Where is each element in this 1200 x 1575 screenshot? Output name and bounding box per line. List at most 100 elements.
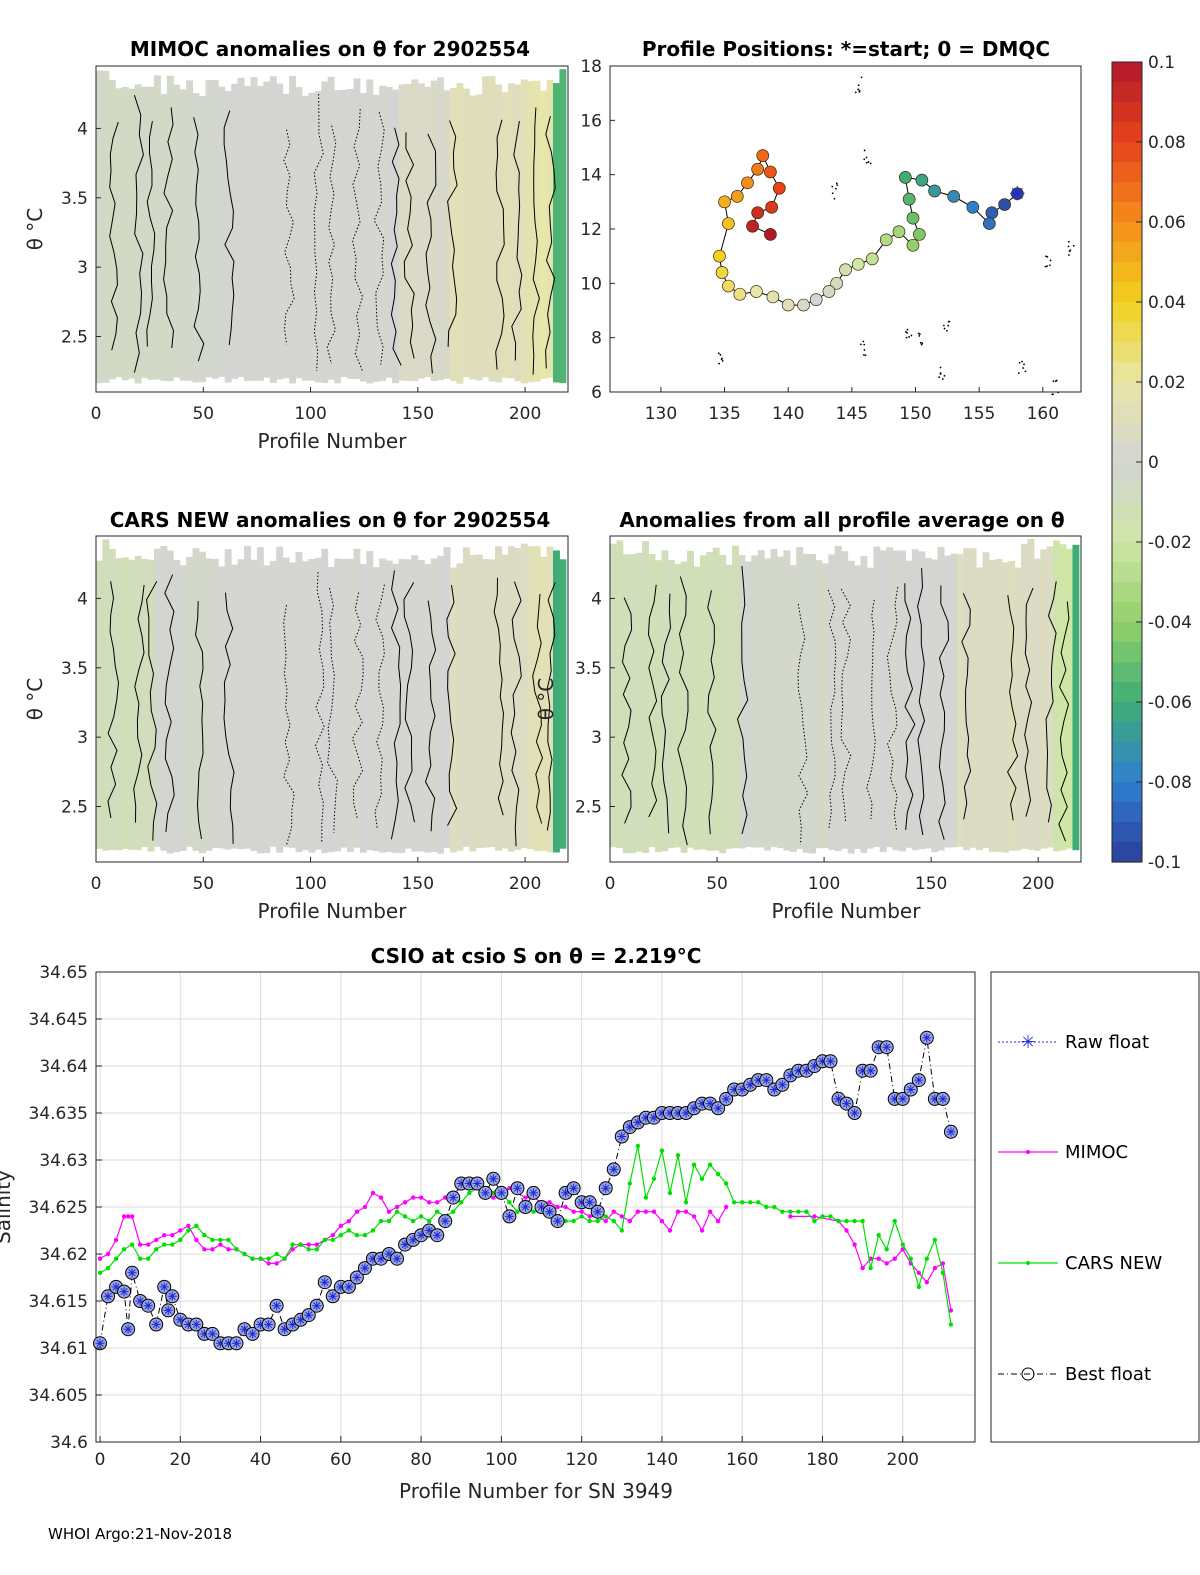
x-tick-label: 130 [645, 404, 677, 424]
background-dot [1052, 380, 1055, 383]
heatmap-column [854, 565, 861, 849]
heatmap-column [269, 76, 277, 383]
raw-float-point [288, 1320, 298, 1329]
colorbar-tick-label: 0.1 [1148, 53, 1175, 73]
raw-float-point [408, 1235, 418, 1245]
contour-line [425, 133, 437, 374]
heatmap-column [488, 559, 496, 848]
background-dot [1021, 360, 1024, 363]
cars-new-point [162, 1242, 167, 1247]
raw-float-point [721, 1094, 731, 1104]
heatmap-column [905, 560, 913, 848]
heatmap-column [353, 548, 361, 848]
raw-float-point [553, 1216, 563, 1226]
x-tick-label: 100 [294, 874, 326, 894]
track-point [751, 206, 765, 220]
raw-float-point [577, 1197, 587, 1207]
cars-new-point [756, 1200, 761, 1205]
track-point [764, 228, 777, 241]
heatmap-column [289, 75, 297, 384]
raw-float-point [537, 1202, 547, 1212]
colorbar-tick-label: 0.06 [1148, 213, 1186, 233]
background-dot [863, 343, 866, 346]
colorbar-block [1112, 222, 1142, 243]
heatmap-column [411, 79, 419, 382]
heatmap-column [821, 563, 829, 849]
cars-new-point [330, 1237, 336, 1243]
cars-new-point [250, 1256, 255, 1261]
cars-new-point [772, 1204, 777, 1210]
heatmap-column [456, 563, 464, 851]
mimoc-point [266, 1261, 271, 1266]
cars-new-point [723, 1181, 729, 1186]
cars-new-point [298, 1242, 303, 1247]
heatmap-column [250, 77, 258, 381]
raw-float-point [328, 1291, 338, 1301]
contour-line [660, 593, 672, 834]
cars-new-point [314, 1247, 319, 1252]
background-dot [947, 320, 950, 323]
cars-new-point [764, 1204, 769, 1210]
heatmap-column [527, 81, 535, 383]
heatmap-column [198, 96, 206, 383]
raw-float-point [95, 1338, 105, 1348]
raw-float-point [127, 1268, 137, 1278]
mimoc-point [860, 1265, 865, 1271]
heatmap-column [269, 560, 277, 847]
heatmap-column [321, 548, 329, 854]
heatmap-column [173, 559, 181, 853]
raw-float-point [681, 1108, 691, 1118]
raw-float-point [199, 1329, 209, 1339]
colorbar-block [1112, 342, 1142, 363]
heatmap-column [719, 554, 727, 854]
heatmap-column [231, 83, 239, 379]
heatmap-column [635, 552, 643, 852]
mimoc-point [442, 1195, 448, 1200]
y-tick-label: 34.605 [29, 1386, 88, 1406]
heatmap-column [527, 546, 535, 850]
cars-ticks: 0 50 100 150 200 2.5 3 3.5 4 [61, 589, 541, 894]
cars-new-point [683, 1200, 689, 1205]
colorbar-block [1112, 462, 1142, 483]
contour-line [327, 587, 338, 833]
raw-float-point [215, 1338, 225, 1348]
contour-line [917, 568, 926, 836]
heatmap-column [437, 77, 445, 381]
contour-line [707, 590, 717, 835]
contour-line [164, 574, 175, 833]
colorbar-block [1112, 782, 1142, 803]
raw-float-point [890, 1094, 900, 1104]
contour-line [133, 95, 144, 373]
contour-line [797, 603, 809, 845]
heatmap-column [495, 546, 502, 851]
colorbar-block [1112, 302, 1142, 323]
mimoc-point [691, 1214, 697, 1219]
raw-float-point [689, 1103, 699, 1113]
cars-new-point [804, 1209, 809, 1214]
heatmap-column [211, 79, 219, 379]
allavg-xlabel: Profile Number [772, 899, 922, 923]
heatmap-column [495, 84, 502, 383]
heatmap-column [699, 555, 707, 850]
heatmap-column [834, 545, 842, 852]
raw-float-point [866, 1066, 876, 1076]
raw-float-point [163, 1305, 173, 1315]
cars-new-point [691, 1162, 697, 1167]
contour-line [193, 117, 205, 362]
mimoc-point [218, 1242, 223, 1247]
mimoc-point [354, 1209, 360, 1214]
cars-new-point [932, 1237, 938, 1243]
raw-float-point [914, 1075, 924, 1085]
heatmap-column [385, 87, 393, 378]
contour-line [545, 116, 556, 369]
raw-float-point [858, 1066, 868, 1076]
track-point [906, 211, 920, 225]
mimoc-point [852, 1242, 857, 1247]
legend-item-best-float: Best float [998, 1364, 1151, 1385]
track-point [809, 293, 823, 306]
mimoc-point [274, 1261, 279, 1266]
x-tick-label: 160 [726, 1450, 758, 1470]
cars-new-point [154, 1247, 159, 1252]
heatmap-column [192, 548, 200, 851]
y-tick-label: 34.645 [29, 1010, 88, 1030]
